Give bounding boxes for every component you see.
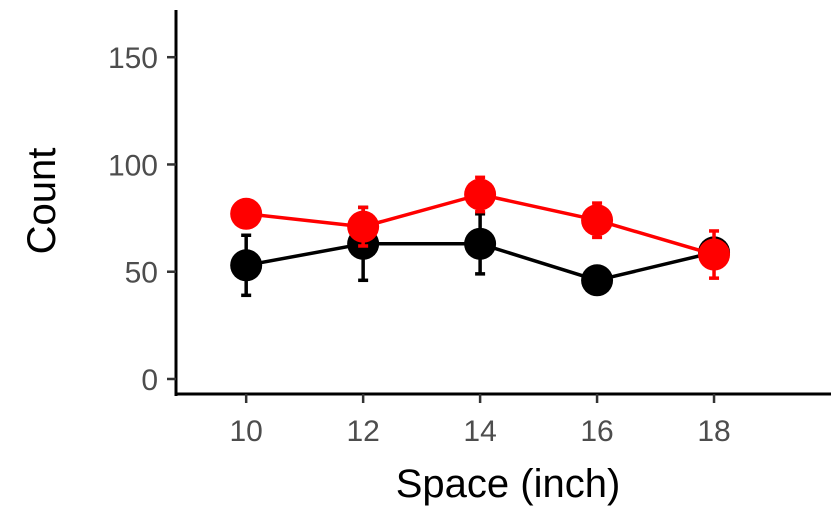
data-point [230,249,263,282]
data-point [230,197,263,230]
y-tick-label: 50 [125,257,158,290]
data-point [698,238,731,271]
x-ticks: 10 12 14 16 18 [229,394,731,448]
y-axis-title: Count [20,148,64,255]
y-ticks: 0 50 100 150 [108,42,176,397]
y-tick-label: 100 [108,149,158,182]
x-tick-label: 14 [463,415,496,448]
y-tick-label: 150 [108,42,158,75]
data-point [464,227,497,260]
x-tick-label: 12 [346,415,379,448]
x-tick-label: 18 [697,415,730,448]
data-point [581,264,614,297]
data-point [347,210,380,243]
x-tick-label: 16 [580,415,613,448]
y-tick-label: 0 [141,364,158,397]
series-layer [230,175,731,298]
series-2 [230,175,731,280]
x-tick-label: 10 [229,415,262,448]
axes [174,10,831,396]
data-point [464,178,497,211]
x-axis-title: Space (inch) [396,462,621,506]
data-point [581,204,614,237]
